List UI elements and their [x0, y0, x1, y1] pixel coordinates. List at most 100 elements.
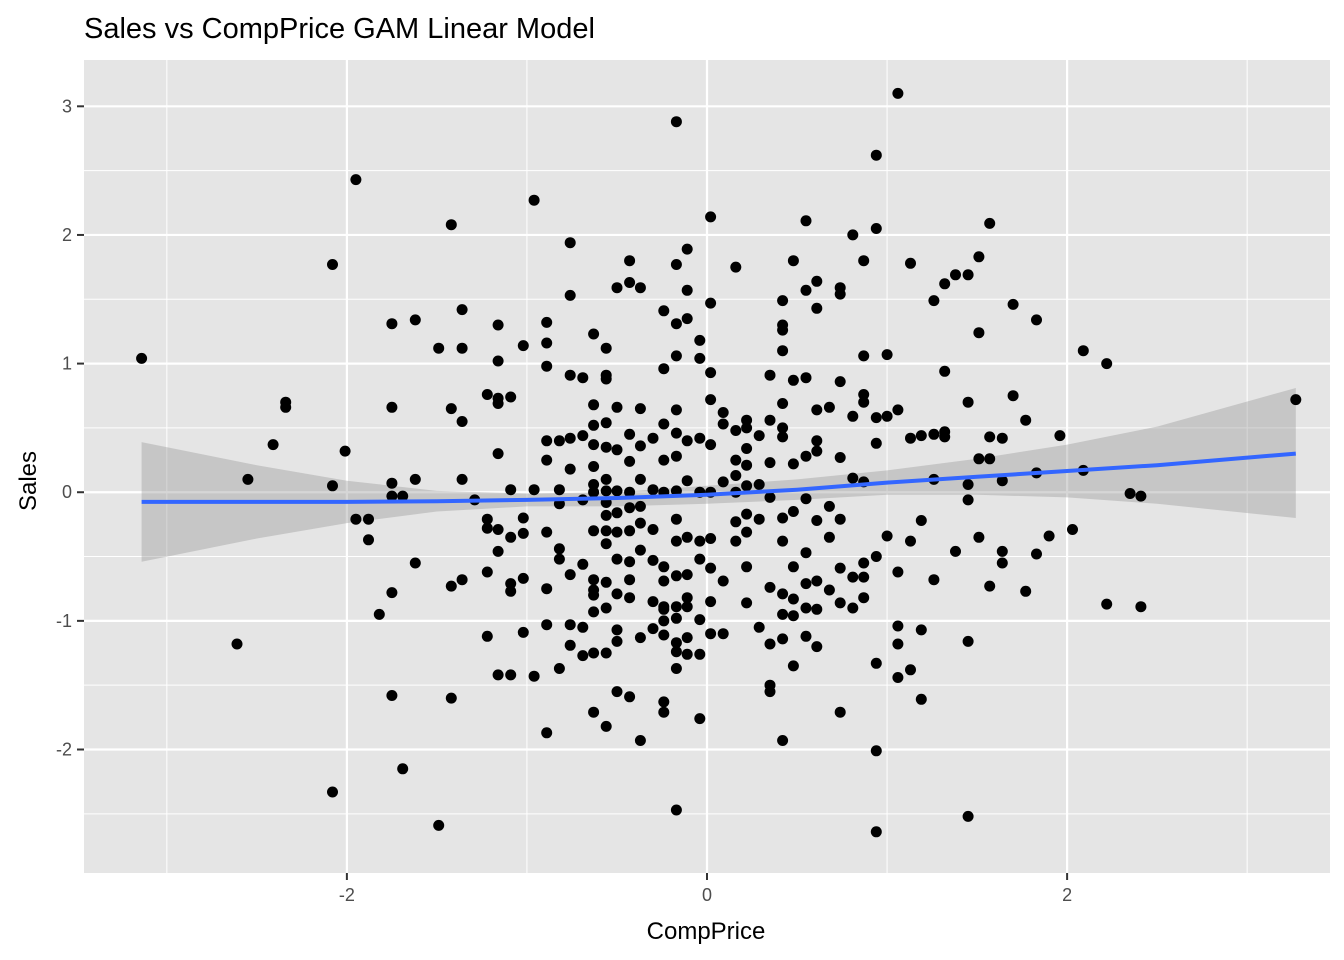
data-point [670, 601, 682, 613]
data-point [681, 592, 693, 604]
data-point [541, 337, 553, 349]
data-point [433, 819, 445, 831]
data-point [481, 513, 493, 525]
data-point [834, 288, 846, 300]
data-point [881, 349, 893, 361]
data-point [670, 259, 682, 270]
data-point [915, 515, 927, 526]
data-point [811, 445, 823, 457]
data-point [681, 435, 693, 447]
data-point [658, 706, 670, 718]
data-point [730, 425, 742, 436]
data-point [505, 578, 517, 590]
data-point [881, 530, 893, 542]
data-point [870, 826, 882, 838]
data-point [811, 641, 823, 653]
data-point [1007, 390, 1019, 402]
data-point [553, 435, 565, 447]
data-point [717, 628, 729, 640]
data-point [834, 452, 846, 463]
data-point [564, 432, 576, 444]
data-point [1031, 548, 1042, 560]
data-point [973, 327, 985, 339]
data-point [800, 602, 812, 614]
data-point [915, 430, 927, 442]
data-point [787, 593, 799, 605]
data-point [505, 585, 517, 597]
data-point [892, 404, 904, 416]
data-point [231, 638, 243, 650]
data-point [647, 623, 659, 635]
data-point [588, 399, 600, 411]
data-point [658, 418, 670, 430]
data-point [962, 479, 974, 490]
data-point [741, 459, 753, 471]
data-point [984, 431, 996, 443]
data-point [800, 547, 812, 559]
data-point [553, 663, 565, 674]
data-point [764, 491, 776, 503]
data-point [1077, 345, 1089, 357]
data-point [681, 569, 693, 581]
data-point [787, 561, 799, 573]
data-point [777, 588, 789, 600]
data-point [242, 473, 254, 485]
data-point [670, 570, 682, 582]
y-tick-label: 2 [62, 225, 72, 245]
data-point [787, 255, 799, 267]
data-point [787, 506, 799, 517]
data-point [777, 633, 789, 645]
data-point [517, 626, 529, 638]
data-point [753, 430, 765, 442]
y-axis-title: Sales [15, 451, 42, 511]
data-point [858, 350, 870, 362]
data-point [600, 720, 612, 732]
data-point [787, 374, 799, 386]
data-point [363, 513, 374, 525]
data-point [694, 648, 706, 660]
data-point [823, 500, 835, 512]
data-point [492, 524, 504, 535]
data-point [647, 432, 659, 444]
data-point [624, 428, 636, 440]
data-point [634, 473, 646, 485]
data-point [730, 454, 742, 466]
data-point [741, 526, 753, 538]
data-point [611, 635, 623, 647]
data-point [741, 422, 753, 434]
data-point [564, 569, 576, 581]
data-point [433, 342, 445, 354]
confidence-band [141, 388, 1296, 562]
data-point [624, 486, 636, 498]
data-point [136, 352, 148, 364]
data-point [600, 417, 612, 429]
data-point [505, 669, 517, 681]
data-point [1135, 490, 1147, 502]
data-point [577, 621, 589, 633]
data-point [541, 727, 553, 739]
data-point [694, 352, 706, 364]
data-point [267, 439, 279, 451]
data-point [764, 686, 776, 698]
data-point [800, 450, 812, 462]
data-point [777, 324, 789, 336]
data-point [647, 524, 659, 535]
x-tick-label: 0 [702, 885, 712, 905]
data-point [386, 477, 398, 489]
data-point [787, 458, 799, 470]
data-point [694, 432, 706, 444]
data-point [870, 657, 882, 669]
data-point [588, 706, 600, 718]
x-tick-label: 2 [1062, 885, 1072, 905]
data-point [834, 562, 846, 574]
data-point [541, 583, 553, 595]
data-point [670, 637, 682, 649]
x-axis: -2 0 2 [339, 873, 1072, 905]
data-point [670, 450, 682, 462]
data-point [984, 217, 996, 229]
data-point [492, 448, 504, 460]
data-point [670, 535, 682, 547]
data-point [577, 372, 589, 384]
data-point [705, 211, 717, 223]
